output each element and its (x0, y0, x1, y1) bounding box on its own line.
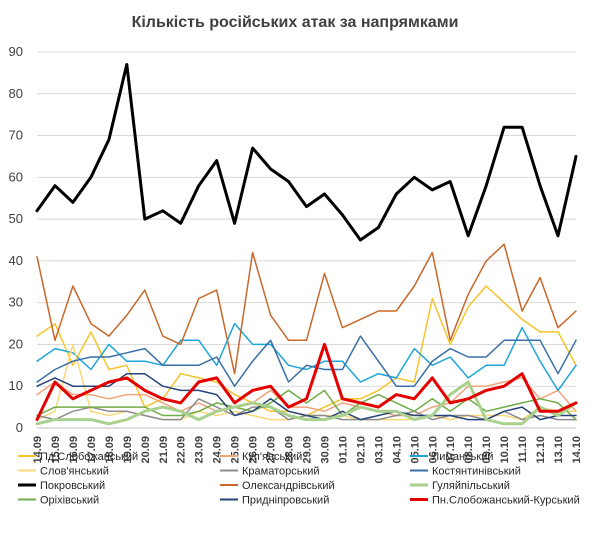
x-tick-label: 11.10 (517, 436, 529, 463)
x-tick-label: 13.10 (553, 436, 565, 464)
series-line (36, 243, 577, 375)
series-line (36, 389, 577, 421)
x-tick-label: 27.09 (266, 436, 278, 464)
legend-label: Оріхівський (40, 495, 99, 507)
x-tick-label: 24.09 (212, 436, 224, 464)
x-tick-label: 05.10 (409, 436, 421, 464)
x-tick-label: 21.09 (158, 436, 170, 464)
legend-label: Куп'янський (242, 451, 302, 463)
x-tick-label: 01.10 (337, 436, 349, 464)
legend-label: Костянтинівський (432, 466, 521, 478)
y-tick-label: 30 (9, 295, 23, 310)
x-tick-label: 04.10 (391, 436, 403, 464)
y-tick-label: 10 (9, 378, 23, 393)
x-tick-label: 20.09 (140, 436, 152, 464)
y-tick-label: 0 (16, 420, 23, 435)
series-line (35, 342, 578, 422)
x-tick-label: 18.09 (104, 436, 116, 464)
y-tick-label: 20 (9, 336, 23, 351)
x-tick-label: 16.09 (68, 436, 80, 464)
x-tick-label: 02.10 (355, 436, 367, 464)
y-tick-label: 80 (9, 86, 23, 101)
x-tick-label: 09.10 (481, 436, 493, 464)
x-tick-label: 28.09 (284, 436, 296, 464)
x-tick-label: 17.09 (86, 436, 98, 464)
x-tick-label: 26.09 (248, 436, 260, 464)
gridlines (37, 51, 576, 429)
legend-label: Гуляйпільський (432, 480, 510, 492)
x-tick-label: 06.10 (427, 436, 439, 464)
series-line (35, 380, 578, 426)
legend-label: Олександрівський (242, 480, 335, 492)
x-tick-label: 23.09 (194, 436, 206, 464)
x-tick-label: 08.10 (463, 436, 475, 464)
y-tick-label: 40 (9, 253, 23, 268)
series-line (36, 377, 577, 417)
y-axis-ticks: 0 10 20 30 40 50 60 70 80 90 (9, 44, 23, 435)
x-tick-label: 30.09 (319, 436, 331, 464)
series-line (36, 322, 577, 392)
y-tick-label: 70 (9, 128, 23, 143)
x-tick-label: 15.09 (50, 436, 62, 464)
x-tick-label: 10.10 (499, 436, 511, 464)
legend: Пд.Слобожанський Куп'янський Лиманський Сло… (18, 451, 580, 507)
series-line (35, 63, 578, 242)
legend-label: Лиманський (432, 451, 493, 463)
legend-label: Придніпровський (242, 495, 329, 507)
y-tick-label: 90 (9, 44, 23, 59)
legend-label: Покровський (40, 480, 105, 492)
x-tick-label: 07.10 (445, 436, 457, 464)
chart-title: Кількість російських атак за напрямками (132, 14, 459, 31)
legend-label: Краматорський (242, 466, 320, 478)
x-tick-label: 03.10 (373, 436, 385, 464)
series-line (36, 335, 577, 387)
x-tick-label: 25.09 (230, 436, 242, 464)
y-tick-label: 50 (9, 211, 23, 226)
x-tick-label: 22.09 (176, 436, 188, 464)
legend-label: Пн.Слобожанський-Курський (432, 495, 580, 507)
x-tick-label: 14.10 (571, 436, 583, 464)
x-tick-label: 12.10 (535, 436, 547, 464)
legend-label: Слов'янський (40, 466, 109, 478)
series-line (36, 343, 577, 421)
legend-label: Пд.Слобожанський (40, 451, 138, 463)
series-lines (35, 63, 578, 426)
x-tick-label: 19.09 (122, 436, 134, 464)
y-tick-label: 60 (9, 169, 23, 184)
x-tick-label: 29.09 (302, 436, 314, 464)
